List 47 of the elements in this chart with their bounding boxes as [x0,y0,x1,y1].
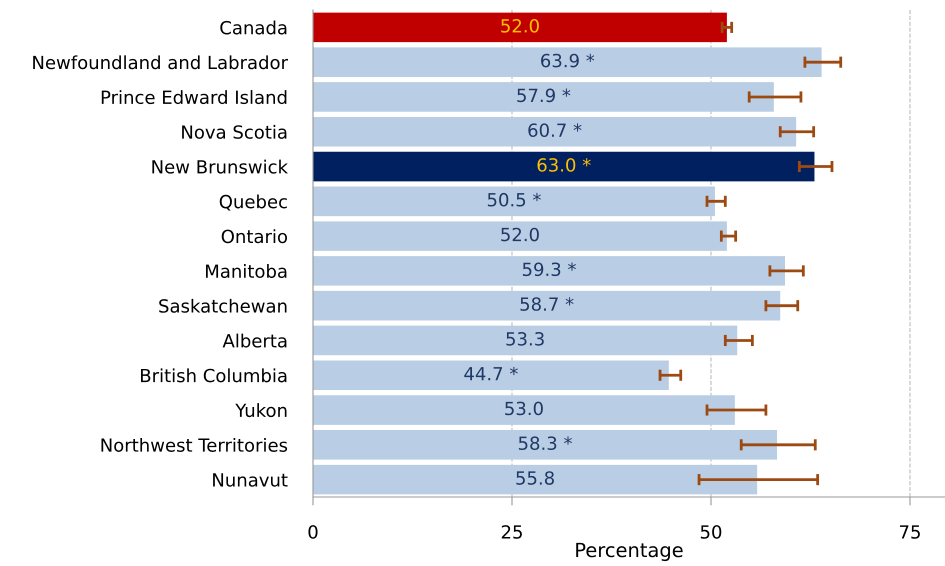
bar [313,395,735,425]
data-label: 58.3 * [518,436,572,450]
data-label: 53.3 [506,332,544,346]
bar [313,256,786,286]
data-label: 59.3 * [522,262,576,276]
data-label: 52.0 [501,18,539,33]
y-tick-label: Nova Scotia [182,124,286,139]
y-tick-label: Quebec [220,194,287,211]
x-tick-label: 0 [308,525,318,539]
y-tick-label: Nunavut [213,473,288,487]
data-label: 55.8 [516,471,554,485]
data-label: 57.9 * [517,88,570,102]
y-tick-label: Newfoundland and Labrador [33,55,288,70]
y-tick-label: Saskatchewan [159,298,286,313]
x-tick-label: 75 [900,525,920,539]
x-tick-label: 50 [700,525,722,539]
bar [313,82,774,112]
y-tick-label: Canada [220,20,286,35]
bar [313,12,727,42]
data-label: 60.7 * [528,123,582,137]
data-label: 63.0 * [538,158,591,172]
data-label: 53.0 [505,402,543,416]
bar [313,152,814,182]
bar [313,430,778,460]
y-tick-label: Prince Edward Island [102,90,286,104]
y-tick-label: New Brunswick [152,160,288,174]
y-tick-label: Alberta [222,334,286,348]
x-axis-title: Percentage [576,542,683,562]
bar [313,47,822,77]
bar [313,360,669,390]
y-tick-label: Ontario [222,229,288,244]
y-tick-label: British Columbia [141,368,286,382]
y-tick-label: Northwest Territories [101,438,288,452]
y-tick-label: Manitoba [206,264,286,278]
y-tick-label: Yukon [235,403,286,418]
bar [313,290,780,320]
data-label: 52.0 [501,228,539,242]
data-label: 50.5 * [488,192,541,207]
bar [313,464,758,494]
data-label: 44.7 * [464,366,518,380]
bar [313,116,796,147]
bar [313,221,727,251]
data-label: 58.7 * [520,297,574,311]
bar [313,186,715,216]
data-label: 63.9 * [541,54,594,68]
x-tick-label: 25 [502,525,522,539]
bar [313,326,738,356]
